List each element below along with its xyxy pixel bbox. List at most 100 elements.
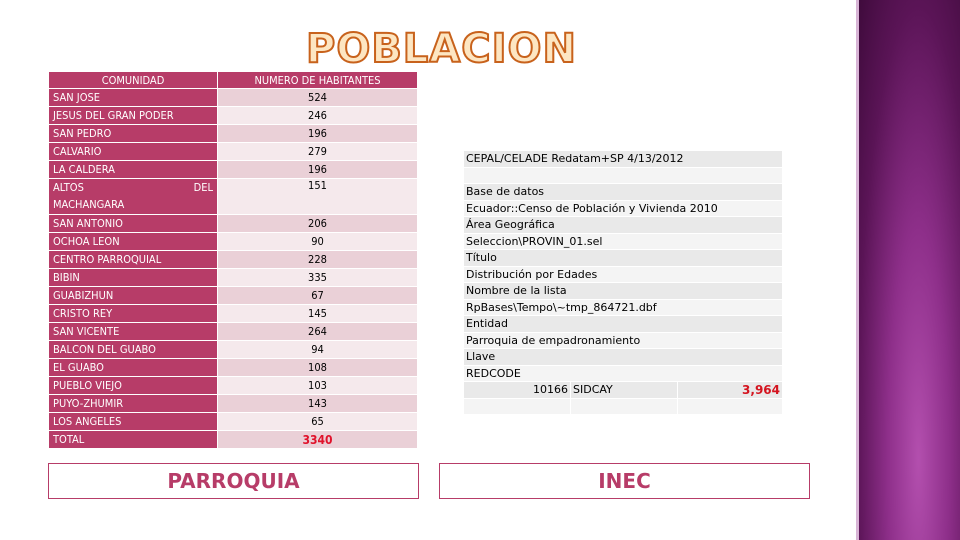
inec-label-box: INEC bbox=[439, 463, 810, 499]
total-label: TOTAL bbox=[48, 430, 218, 449]
community-name: CENTRO PARROQUIAL bbox=[48, 250, 218, 269]
column-header-inhabitants: NUMERO DE HABITANTES bbox=[217, 71, 418, 89]
table-row: SAN ANTONIO 206 bbox=[48, 214, 418, 233]
inhabitants-value: 67 bbox=[217, 286, 418, 305]
community-name: SAN ANTONIO bbox=[48, 214, 218, 233]
inhabitants-value: 143 bbox=[217, 394, 418, 413]
table-row: Ecuador::Censo de Población y Vivienda 2… bbox=[463, 199, 783, 217]
inhabitants-value: 151 bbox=[217, 178, 418, 215]
community-name: OCHOA LEON bbox=[48, 232, 218, 251]
inhabitants-value: 90 bbox=[217, 232, 418, 251]
table-row: LOS ANGELES 65 bbox=[48, 412, 418, 431]
table-row: PUYO-ZHUMIR 143 bbox=[48, 394, 418, 413]
table-row: Nombre de la lista bbox=[463, 282, 783, 300]
inec-line: Distribución por Edades bbox=[463, 265, 783, 283]
table-row: CRISTO REY 145 bbox=[48, 304, 418, 323]
table-row bbox=[463, 166, 783, 184]
inec-line: Seleccion\PROVIN_01.sel bbox=[463, 232, 783, 250]
inhabitants-value: 335 bbox=[217, 268, 418, 287]
inec-line: Ecuador::Censo de Población y Vivienda 2… bbox=[463, 199, 783, 217]
inhabitants-value: 264 bbox=[217, 322, 418, 341]
inec-line: Llave bbox=[463, 348, 783, 366]
table-row: CENTRO PARROQUIAL 228 bbox=[48, 250, 418, 269]
community-name: SAN JOSE bbox=[48, 88, 218, 107]
inhabitants-value: 279 bbox=[217, 142, 418, 161]
inec-line: Entidad bbox=[463, 315, 783, 333]
table-header-row: COMUNIDAD NUMERO DE HABITANTES bbox=[48, 71, 418, 89]
inec-line: Área Geográfica bbox=[463, 216, 783, 234]
table-row: CALVARIO 279 bbox=[48, 142, 418, 161]
table-row: GUABIZHUN 67 bbox=[48, 286, 418, 305]
inec-line: CEPAL/CELADE Redatam+SP 4/13/2012 bbox=[463, 150, 783, 168]
inec-census-table: CEPAL/CELADE Redatam+SP 4/13/2012 Base d… bbox=[463, 150, 783, 415]
inhabitants-value: 65 bbox=[217, 412, 418, 431]
table-row: RpBases\Tempo\~tmp_864721.dbf bbox=[463, 298, 783, 316]
table-row: JESUS DEL GRAN PODER 246 bbox=[48, 106, 418, 125]
community-name-part: ALTOS bbox=[53, 181, 84, 194]
column-header-community: COMUNIDAD bbox=[48, 71, 218, 89]
page-title: POBLACION bbox=[305, 25, 577, 73]
inhabitants-value: 103 bbox=[217, 376, 418, 395]
result-row: 10166 SIDCAY 3,964 bbox=[463, 381, 783, 399]
community-name: ALTOS DEL MACHANGARA bbox=[48, 178, 218, 215]
inhabitants-value: 108 bbox=[217, 358, 418, 377]
total-row: TOTAL 3340 bbox=[48, 430, 418, 449]
table-row: SAN PEDRO 196 bbox=[48, 124, 418, 143]
result-code: 10166 bbox=[463, 381, 571, 399]
community-name: SAN PEDRO bbox=[48, 124, 218, 143]
inhabitants-value: 196 bbox=[217, 160, 418, 179]
community-name: CALVARIO bbox=[48, 142, 218, 161]
inec-line: Parroquia de empadronamiento bbox=[463, 331, 783, 349]
table-row: Seleccion\PROVIN_01.sel bbox=[463, 232, 783, 250]
parroquia-label-box: PARROQUIA bbox=[48, 463, 419, 499]
inhabitants-value: 196 bbox=[217, 124, 418, 143]
table-row bbox=[463, 397, 783, 415]
table-row: REDCODE bbox=[463, 364, 783, 382]
community-name: BALCON DEL GUABO bbox=[48, 340, 218, 359]
inec-line bbox=[463, 166, 783, 184]
empty-cell bbox=[463, 397, 571, 415]
table-row: PUEBLO VIEJO 103 bbox=[48, 376, 418, 395]
table-row: EL GUABO 108 bbox=[48, 358, 418, 377]
inec-line: RpBases\Tempo\~tmp_864721.dbf bbox=[463, 298, 783, 316]
parish-population-table: COMUNIDAD NUMERO DE HABITANTES SAN JOSE … bbox=[48, 71, 418, 449]
inhabitants-value: 524 bbox=[217, 88, 418, 107]
community-name: LOS ANGELES bbox=[48, 412, 218, 431]
table-row: LA CALDERA 196 bbox=[48, 160, 418, 179]
table-row: BIBIN 335 bbox=[48, 268, 418, 287]
inec-line: REDCODE bbox=[463, 364, 783, 382]
table-row: ALTOS DEL MACHANGARA 151 bbox=[48, 178, 418, 215]
inhabitants-value: 228 bbox=[217, 250, 418, 269]
total-value: 3340 bbox=[217, 430, 418, 449]
table-row: Llave bbox=[463, 348, 783, 366]
table-row: Entidad bbox=[463, 315, 783, 333]
inec-line: Título bbox=[463, 249, 783, 267]
community-name: PUEBLO VIEJO bbox=[48, 376, 218, 395]
table-row: BALCON DEL GUABO 94 bbox=[48, 340, 418, 359]
community-name: BIBIN bbox=[48, 268, 218, 287]
community-name-part: DEL bbox=[193, 181, 213, 194]
community-name: GUABIZHUN bbox=[48, 286, 218, 305]
community-name: SAN VICENTE bbox=[48, 322, 218, 341]
table-row: CEPAL/CELADE Redatam+SP 4/13/2012 bbox=[463, 150, 783, 168]
inec-line: Base de datos bbox=[463, 183, 783, 201]
inec-line: Nombre de la lista bbox=[463, 282, 783, 300]
empty-cell bbox=[677, 397, 783, 415]
community-name: EL GUABO bbox=[48, 358, 218, 377]
community-name: LA CALDERA bbox=[48, 160, 218, 179]
inhabitants-value: 246 bbox=[217, 106, 418, 125]
empty-cell bbox=[570, 397, 678, 415]
table-row: Área Geográfica bbox=[463, 216, 783, 234]
community-name: JESUS DEL GRAN PODER bbox=[48, 106, 218, 125]
decorative-side-bar bbox=[856, 0, 960, 540]
community-name: PUYO-ZHUMIR bbox=[48, 394, 218, 413]
result-value: 3,964 bbox=[677, 381, 783, 399]
result-place: SIDCAY bbox=[570, 381, 678, 399]
table-row: Título bbox=[463, 249, 783, 267]
inhabitants-value: 206 bbox=[217, 214, 418, 233]
inhabitants-value: 145 bbox=[217, 304, 418, 323]
inhabitants-value: 94 bbox=[217, 340, 418, 359]
table-row: OCHOA LEON 90 bbox=[48, 232, 418, 251]
table-row: Base de datos bbox=[463, 183, 783, 201]
table-row: Distribución por Edades bbox=[463, 265, 783, 283]
